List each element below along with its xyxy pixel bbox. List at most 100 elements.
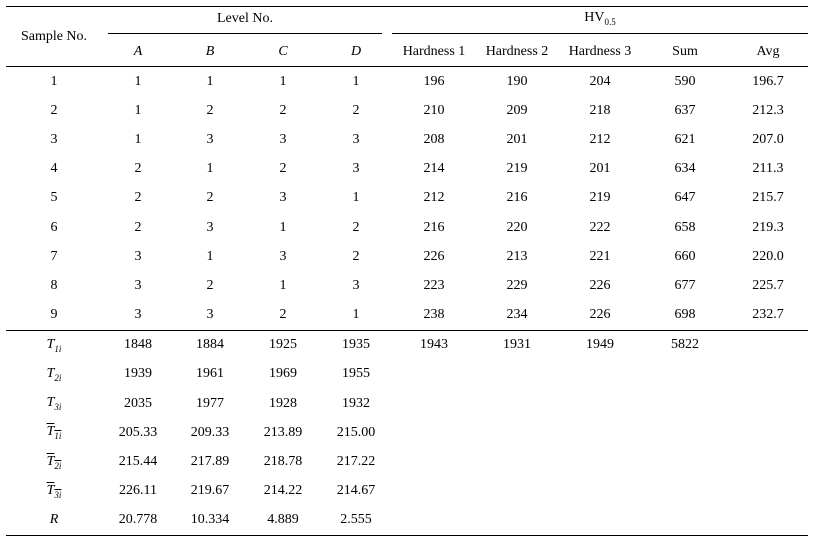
summary-cell: 205.33 <box>118 424 158 440</box>
factor-c-header: C <box>246 37 320 67</box>
table-cell: 2 <box>279 102 287 118</box>
summary-cell <box>642 360 728 389</box>
summary-cell: 213.89 <box>263 424 303 440</box>
summary-row: T3i 2035 1977 1928 1932 <box>6 389 808 418</box>
summary-cell: 1977 <box>196 395 224 411</box>
summary-cell: 209.33 <box>190 424 230 440</box>
table-cell: 3 <box>352 161 360 177</box>
table-cell: 1 <box>134 131 142 147</box>
table-cell: 213 <box>506 248 528 264</box>
table-cell: 2 <box>279 307 287 323</box>
summary-cell <box>728 506 808 536</box>
table-cell: 208 <box>423 131 445 147</box>
table-cell: 1 <box>50 73 58 89</box>
summary-cell <box>728 389 808 418</box>
summary-cell <box>476 477 558 506</box>
table-cell: 222 <box>589 219 611 235</box>
table-cell: 210 <box>423 102 445 118</box>
summary-cell <box>642 506 728 536</box>
table-cell: 1 <box>279 277 287 293</box>
table-cell: 204 <box>589 73 611 89</box>
table-cell: 2 <box>352 102 360 118</box>
table-row: 5 2 2 3 1 212 216 219 647 215.7 <box>6 184 808 213</box>
table-cell: 220 <box>506 219 528 235</box>
summary-cell <box>728 477 808 506</box>
table-cell: 218 <box>589 102 611 118</box>
table-cell: 225.7 <box>752 277 784 293</box>
table-cell: 5 <box>50 190 58 206</box>
summary-cell: 1935 <box>320 329 392 360</box>
summary-cell: 1884 <box>174 329 246 360</box>
summary-cell <box>728 360 808 389</box>
summary-cell: 217.89 <box>190 454 230 470</box>
table-cell: 2 <box>352 219 360 235</box>
table-cell: 3 <box>352 131 360 147</box>
table-cell: 2 <box>352 248 360 264</box>
results-table: Sample No. Level No. HV0.5 A B C D Hardn… <box>6 6 808 536</box>
summary-cell: 219.67 <box>190 483 230 499</box>
table-cell: 232.7 <box>752 307 784 323</box>
hardness-3-header: Hardness 3 <box>558 37 642 67</box>
summary-cell: 1932 <box>342 395 370 411</box>
table-cell: 2 <box>134 219 142 235</box>
table-cell: 226 <box>423 248 445 264</box>
factor-b-header: B <box>174 37 246 67</box>
table-cell: 211.3 <box>752 161 784 177</box>
table-row: 2 1 2 2 2 210 209 218 637 212.3 <box>6 96 808 125</box>
table-cell: 3 <box>206 131 214 147</box>
summary-cell <box>558 418 642 447</box>
summary-cell: 217.22 <box>336 454 376 470</box>
summary-label: T1i <box>6 329 102 360</box>
table-cell: 3 <box>206 307 214 323</box>
summary-cell: 1848 <box>102 329 174 360</box>
table-cell: 1 <box>134 102 142 118</box>
table-cell: 196 <box>423 73 445 89</box>
summary-cell <box>476 447 558 476</box>
sample-no-header: Sample No. <box>6 6 102 67</box>
table-cell: 201 <box>589 161 611 177</box>
table-cell: 590 <box>674 73 696 89</box>
summary-cell: 215.00 <box>336 424 376 440</box>
summary-cell: 4.889 <box>267 512 299 528</box>
table-cell: 215.7 <box>752 190 784 206</box>
table-cell: 1 <box>206 73 214 89</box>
table-cell: 634 <box>674 161 696 177</box>
factor-a-header: A <box>102 37 174 67</box>
table-cell: 2 <box>50 102 58 118</box>
summary-cell <box>558 389 642 418</box>
table-cell: 3 <box>279 131 287 147</box>
table-cell: 212 <box>589 131 611 147</box>
summary-cell <box>392 360 476 389</box>
summary-cell <box>392 477 476 506</box>
table-cell: 209 <box>506 102 528 118</box>
summary-cell: 218.78 <box>263 454 303 470</box>
summary-rows: T1i 1848 1884 1925 1935 1943 1931 1949 5822 T2i 19… <box>6 329 808 536</box>
table-cell: 190 <box>506 73 528 89</box>
table-cell: 658 <box>674 219 696 235</box>
summary-label: T3i <box>46 482 62 500</box>
table-cell: 219 <box>506 161 528 177</box>
summary-label: R <box>49 512 59 527</box>
table-cell: 2 <box>206 190 214 206</box>
table-cell: 677 <box>674 277 696 293</box>
summary-cell: 214.67 <box>336 483 376 499</box>
summary-cell <box>558 447 642 476</box>
table-cell: 201 <box>506 131 528 147</box>
summary-cell: 1928 <box>269 395 297 411</box>
summary-cell: 2.555 <box>340 512 372 528</box>
table-cell: 226 <box>589 307 611 323</box>
table-cell: 1 <box>206 248 214 264</box>
summary-label: T1i <box>46 424 62 442</box>
summary-cell: 1961 <box>196 366 224 382</box>
table-cell: 637 <box>674 102 696 118</box>
table-row: 9 3 3 2 1 238 234 226 698 232.7 <box>6 301 808 331</box>
summary-cell: 20.778 <box>118 512 158 528</box>
table-row: 6 2 3 1 2 216 220 222 658 219.3 <box>6 213 808 242</box>
summary-cell <box>476 360 558 389</box>
table-cell: 2 <box>206 102 214 118</box>
table-cell: 216 <box>506 190 528 206</box>
table-cell: 3 <box>134 307 142 323</box>
table-cell: 4 <box>50 161 58 177</box>
table-cell: 3 <box>134 248 142 264</box>
table-cell: 2 <box>134 190 142 206</box>
